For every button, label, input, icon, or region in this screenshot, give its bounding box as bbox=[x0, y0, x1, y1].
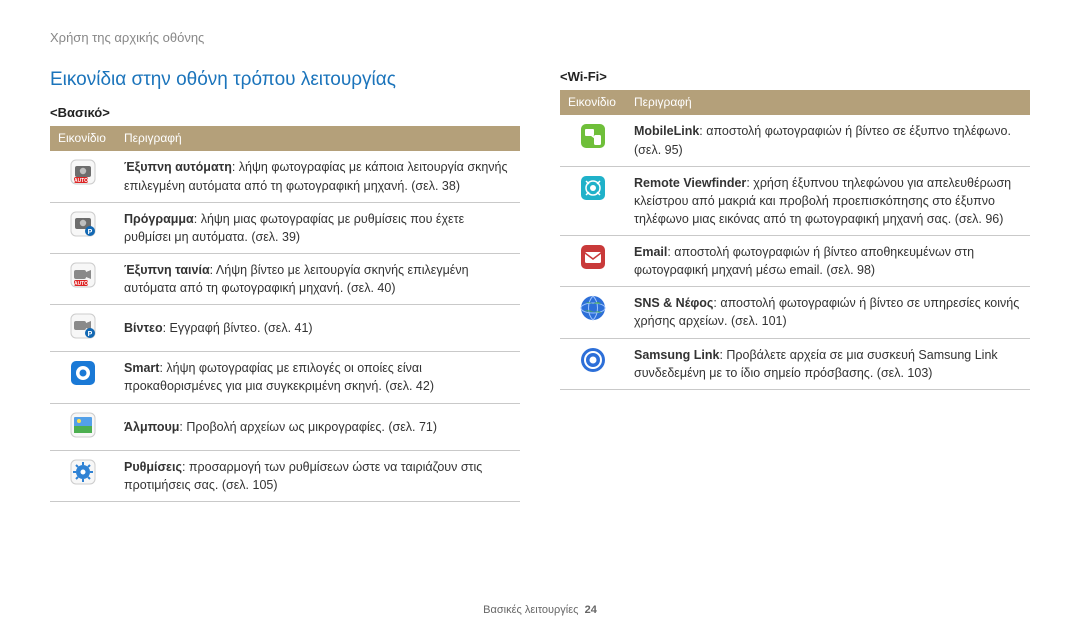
left-table: Εικονίδιο Περιγραφή Έξυπνη αυτόματη: λήψ… bbox=[50, 126, 520, 502]
smart-auto-icon bbox=[70, 159, 96, 185]
smart-icon bbox=[70, 360, 96, 386]
samsung-link-icon bbox=[580, 347, 606, 373]
table-row: Remote Viewfinder: χρήση έξυπνου τηλεφών… bbox=[560, 166, 1030, 235]
desc-cell: Samsung Link: Προβάλετε αρχεία σε μια συ… bbox=[626, 338, 1030, 389]
table-row: SNS & Νέφος: αποστολή φωτογραφιών ή βίντ… bbox=[560, 287, 1030, 338]
icon-cell bbox=[50, 151, 116, 202]
icon-cell bbox=[50, 403, 116, 450]
th-desc: Περιγραφή bbox=[116, 126, 520, 151]
desc-bold: Email bbox=[634, 245, 667, 259]
table-row: Βίντεο: Εγγραφή βίντεο. (σελ. 41) bbox=[50, 305, 520, 352]
icon-cell bbox=[560, 287, 626, 338]
mobilelink-icon bbox=[580, 123, 606, 149]
table-row: Έξυπνη ταινία: Λήψη βίντεο με λειτουργία… bbox=[50, 253, 520, 304]
th-icon: Εικονίδιο bbox=[560, 90, 626, 115]
icon-cell bbox=[50, 352, 116, 403]
icon-cell bbox=[50, 450, 116, 501]
breadcrumb: Χρήση της αρχικής οθόνης bbox=[50, 30, 1030, 45]
desc-bold: SNS & Νέφος bbox=[634, 296, 713, 310]
desc-bold: Άλμπουμ bbox=[124, 420, 179, 434]
icon-cell bbox=[50, 202, 116, 253]
table-row: Email: αποστολή φωτογραφιών ή βίντεο απο… bbox=[560, 236, 1030, 287]
sns-cloud-icon bbox=[580, 295, 606, 321]
desc-rest: : Εγγραφή βίντεο. (σελ. 41) bbox=[163, 321, 313, 335]
table-row: Samsung Link: Προβάλετε αρχεία σε μια συ… bbox=[560, 338, 1030, 389]
table-row: Smart: λήψη φωτογραφίας με επιλογές οι ο… bbox=[50, 352, 520, 403]
album-icon bbox=[70, 412, 96, 438]
desc-cell: Smart: λήψη φωτογραφίας με επιλογές οι ο… bbox=[116, 352, 520, 403]
desc-cell: Email: αποστολή φωτογραφιών ή βίντεο απο… bbox=[626, 236, 1030, 287]
desc-rest: : αποστολή φωτογραφιών ή βίντεο αποθηκευ… bbox=[634, 245, 974, 277]
desc-cell: SNS & Νέφος: αποστολή φωτογραφιών ή βίντ… bbox=[626, 287, 1030, 338]
footer-page: 24 bbox=[585, 604, 597, 616]
desc-bold: Βίντεο bbox=[124, 321, 163, 335]
remote-viewfinder-icon bbox=[580, 175, 606, 201]
icon-cell bbox=[560, 166, 626, 235]
desc-bold: Έξυπνη ταινία bbox=[124, 263, 210, 277]
program-icon bbox=[70, 211, 96, 237]
desc-rest: : λήψη φωτογραφίας με επιλογές οι οποίες… bbox=[124, 361, 434, 393]
settings-icon bbox=[70, 459, 96, 485]
right-table: Εικονίδιο Περιγραφή MobileLink: αποστολή… bbox=[560, 90, 1030, 390]
icon-cell bbox=[50, 305, 116, 352]
desc-cell: Remote Viewfinder: χρήση έξυπνου τηλεφών… bbox=[626, 166, 1030, 235]
email-icon bbox=[580, 244, 606, 270]
desc-bold: Ρυθμίσεις bbox=[124, 460, 182, 474]
desc-bold: Έξυπνη αυτόματη bbox=[124, 160, 232, 174]
icon-cell bbox=[50, 253, 116, 304]
page-footer: Βασικές λειτουργίες 24 bbox=[0, 604, 1080, 616]
desc-cell: Άλμπουμ: Προβολή αρχείων ως μικρογραφίες… bbox=[116, 403, 520, 450]
video-icon bbox=[70, 313, 96, 339]
left-column: Εικονίδια στην οθόνη τρόπου λειτουργίας … bbox=[50, 69, 520, 502]
table-row: Ρυθμίσεις: προσαρμογή των ρυθμίσεων ώστε… bbox=[50, 450, 520, 501]
icon-cell bbox=[560, 115, 626, 166]
icon-cell bbox=[560, 338, 626, 389]
desc-cell: Έξυπνη αυτόματη: λήψη φωτογραφίας με κάπ… bbox=[116, 151, 520, 202]
right-column: <Wi-Fi> Εικονίδιο Περιγραφή MobileLink: … bbox=[560, 69, 1030, 502]
right-subhead: <Wi-Fi> bbox=[560, 69, 1030, 84]
table-row: MobileLink: αποστολή φωτογραφιών ή βίντε… bbox=[560, 115, 1030, 166]
desc-cell: Ρυθμίσεις: προσαρμογή των ρυθμίσεων ώστε… bbox=[116, 450, 520, 501]
desc-cell: Έξυπνη ταινία: Λήψη βίντεο με λειτουργία… bbox=[116, 253, 520, 304]
page-title: Εικονίδια στην οθόνη τρόπου λειτουργίας bbox=[50, 69, 520, 91]
desc-bold: Smart bbox=[124, 361, 159, 375]
th-icon: Εικονίδιο bbox=[50, 126, 116, 151]
desc-rest: : Προβολή αρχείων ως μικρογραφίες. (σελ.… bbox=[179, 420, 437, 434]
icon-cell bbox=[560, 236, 626, 287]
table-row: Άλμπουμ: Προβολή αρχείων ως μικρογραφίες… bbox=[50, 403, 520, 450]
desc-cell: MobileLink: αποστολή φωτογραφιών ή βίντε… bbox=[626, 115, 1030, 166]
table-row: Έξυπνη αυτόματη: λήψη φωτογραφίας με κάπ… bbox=[50, 151, 520, 202]
desc-bold: Remote Viewfinder bbox=[634, 176, 746, 190]
smart-movie-icon bbox=[70, 262, 96, 288]
footer-label: Βασικές λειτουργίες bbox=[483, 604, 578, 616]
th-desc: Περιγραφή bbox=[626, 90, 1030, 115]
left-subhead: <Βασικό> bbox=[50, 105, 520, 120]
desc-bold: Samsung Link bbox=[634, 348, 719, 362]
table-row: Πρόγραμμα: λήψη μιας φωτογραφίας με ρυθμ… bbox=[50, 202, 520, 253]
desc-bold: Πρόγραμμα bbox=[124, 212, 194, 226]
desc-bold: MobileLink bbox=[634, 124, 699, 138]
desc-cell: Βίντεο: Εγγραφή βίντεο. (σελ. 41) bbox=[116, 305, 520, 352]
desc-cell: Πρόγραμμα: λήψη μιας φωτογραφίας με ρυθμ… bbox=[116, 202, 520, 253]
